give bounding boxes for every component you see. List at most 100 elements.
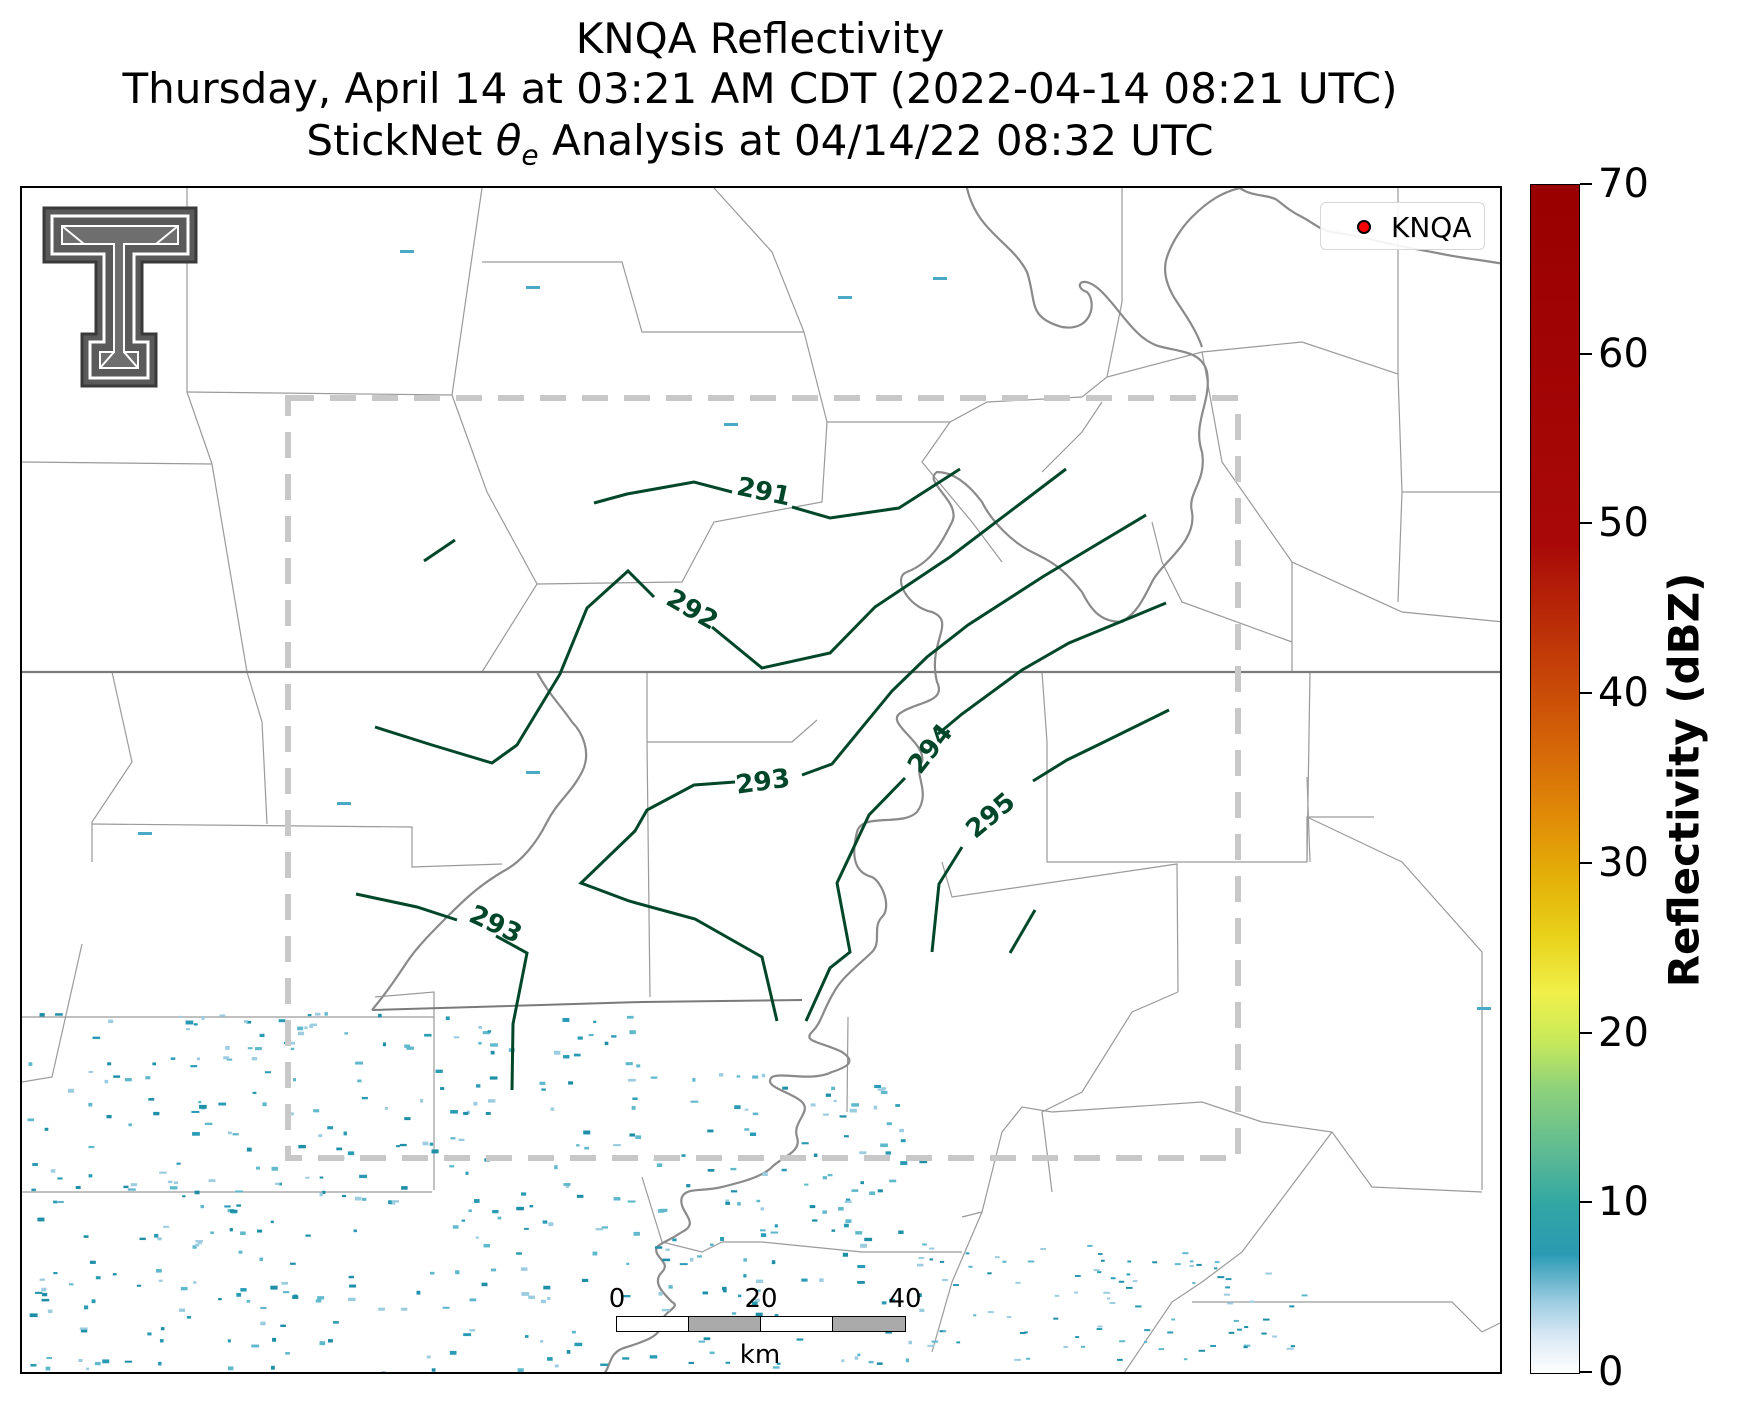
reflectivity-pixel (1143, 1341, 1148, 1344)
reflectivity-pixel (1074, 1275, 1081, 1278)
reflectivity-pixel (124, 1078, 132, 1082)
reflectivity-pixel (541, 1088, 546, 1091)
reflectivity-pixel (658, 1291, 663, 1296)
reflectivity-pixel (516, 1206, 524, 1211)
reflectivity-pixel (929, 1247, 935, 1250)
reflectivity-pixel (28, 1062, 33, 1066)
reflectivity-pixel (292, 1295, 299, 1299)
reflectivity-pixel (577, 1036, 583, 1040)
analysis-domain-box (285, 395, 1241, 1161)
reflectivity-pixel (476, 1084, 481, 1088)
reflectivity-pixel (933, 277, 947, 280)
reflectivity-pixel (600, 1363, 609, 1367)
reflectivity-pixel (1110, 1277, 1116, 1280)
mississippi-river (603, 188, 1209, 1372)
map-panel[interactable]: 291 292 293 293 294 295 KNQA (20, 186, 1502, 1374)
reflectivity-pixel (754, 1298, 760, 1302)
reflectivity-pixel (679, 1263, 688, 1266)
reflectivity-pixel (327, 1126, 334, 1130)
reflectivity-pixel (880, 1143, 888, 1148)
reflectivity-pixel (1158, 1348, 1165, 1351)
reflectivity-pixel (922, 1243, 927, 1246)
colorbar-tick-label: 40 (1598, 670, 1649, 717)
reflectivity-pixel (953, 1284, 959, 1287)
reflectivity-pixel (908, 1340, 912, 1345)
reflectivity-pixel (228, 1366, 234, 1371)
reflectivity-pixel (1097, 1325, 1103, 1328)
reflectivity-pixel (782, 1086, 788, 1090)
reflectivity-pixel (632, 1097, 638, 1100)
reflectivity-pixel (1286, 1347, 1294, 1350)
reflectivity-pixel (322, 1190, 326, 1195)
reflectivity-pixel (390, 1201, 396, 1205)
reflectivity-pixel (627, 1078, 636, 1082)
reflectivity-pixel (260, 1306, 267, 1309)
reflectivity-pixel (46, 1357, 52, 1360)
reflectivity-pixel (251, 1057, 258, 1061)
reflectivity-pixel (553, 1050, 561, 1055)
reflectivity-pixel (1152, 1261, 1158, 1264)
reflectivity-pixel (348, 1297, 356, 1302)
reflectivity-pixel (574, 1342, 583, 1347)
reflectivity-pixel (707, 1169, 715, 1172)
reflectivity-pixel (190, 1065, 198, 1068)
reflectivity-pixel (229, 1209, 238, 1213)
reflectivity-pixel (838, 1207, 844, 1211)
reflectivity-pixel (736, 1075, 741, 1078)
reflectivity-pixel (774, 1313, 779, 1317)
reflectivity-pixel (987, 1272, 992, 1275)
reflectivity-pixel (583, 1130, 591, 1135)
reflectivity-pixel (195, 1243, 200, 1247)
reflectivity-pixel (83, 1235, 89, 1238)
reflectivity-pixel (458, 1138, 465, 1142)
theta-symbol: θ (495, 116, 522, 165)
reflectivity-pixel (1118, 1280, 1125, 1283)
reflectivity-pixel (41, 1287, 47, 1292)
title-line-1: KNQA Reflectivity (575, 14, 945, 63)
reflectivity-pixel (843, 1223, 849, 1228)
reflectivity-pixel (854, 1356, 859, 1360)
contour-293-sw (355, 892, 529, 1091)
reflectivity-pixel (492, 1209, 499, 1214)
reflectivity-pixel (1174, 1263, 1181, 1266)
reflectivity-pixel (39, 1278, 46, 1281)
reflectivity-pixel (148, 1098, 155, 1101)
reflectivity-pixel (876, 1362, 883, 1365)
reflectivity-pixel (973, 1314, 977, 1317)
reflectivity-pixel (1024, 1331, 1028, 1334)
reflectivity-pixel (1126, 1273, 1131, 1276)
reflectivity-pixel (539, 1081, 546, 1086)
reflectivity-pixel (1015, 1281, 1021, 1284)
reflectivity-pixel (264, 1071, 271, 1074)
reflectivity-pixel (625, 1062, 633, 1066)
reflectivity-pixel (169, 1186, 178, 1190)
map-canvas[interactable]: 291 292 293 293 294 295 (22, 188, 1502, 1374)
reflectivity-pixel (796, 1338, 804, 1341)
reflectivity-pixel (246, 1020, 252, 1024)
reflectivity-pixel (278, 1019, 286, 1023)
reflectivity-pixel (755, 1279, 764, 1284)
reflectivity-pixel (138, 832, 152, 835)
reflectivity-pixel (661, 1308, 670, 1312)
contour-292-west (374, 568, 656, 765)
reflectivity-pixel (354, 1196, 362, 1201)
contour-292 (711, 467, 1067, 670)
colorbar-tick-label: 20 (1598, 1009, 1649, 1056)
reflectivity-pixel (581, 1278, 589, 1282)
reflectivity-pixel (130, 1183, 138, 1187)
reflectivity-pixel (703, 1337, 711, 1341)
reflectivity-pixel (965, 1252, 970, 1255)
reflectivity-pixel (1103, 1291, 1111, 1294)
reflectivity-pixel (550, 1107, 555, 1111)
reflectivity-pixel (521, 1292, 530, 1296)
reflectivity-pixel (361, 1096, 368, 1100)
reflectivity-pixel (987, 1311, 994, 1314)
reflectivity-pixel (128, 1123, 132, 1127)
reflectivity-pixel (1109, 1302, 1116, 1305)
reflectivity-pixel (762, 1172, 768, 1177)
reflectivity-pixel (240, 1288, 247, 1292)
reflectivity-pixel (1261, 1332, 1267, 1335)
reflectivity-pixel (1189, 1265, 1194, 1268)
reflectivity-pixel (319, 1176, 324, 1179)
reflectivity-pixel (573, 1053, 581, 1057)
